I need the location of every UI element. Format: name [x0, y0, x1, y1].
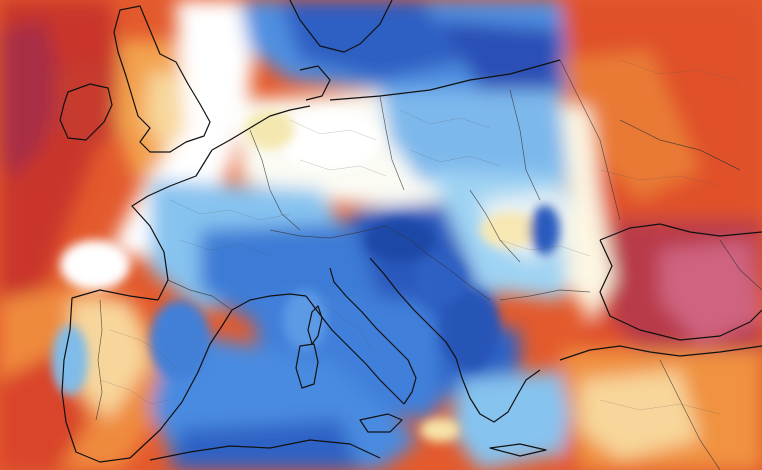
- regional-subdivisions: [99, 59, 741, 415]
- subdiv-italy-a: [319, 299, 373, 351]
- subdiv-germany-b: [299, 159, 387, 177]
- black-sea-north-coast: [599, 223, 762, 241]
- iberia-coast: [61, 289, 233, 463]
- border-caucasus: [719, 239, 762, 291]
- subdiv-ukraine-a: [599, 169, 721, 187]
- aegean-light-patch: [420, 418, 460, 442]
- crete-coast: [489, 443, 547, 457]
- black-sea-extreme-zone: [660, 240, 762, 345]
- border-balkans: [385, 225, 491, 301]
- adriatic-east-coast: [369, 257, 457, 359]
- baltic-very-cold-zone: [440, 20, 560, 90]
- subdiv-spain-b: [99, 379, 171, 405]
- scandinavia-very-cold-zone: [280, 0, 470, 80]
- subdiv-russia-a: [619, 59, 741, 83]
- border-spain-portugal: [95, 299, 103, 421]
- subdiv-poland-b: [409, 149, 501, 167]
- central-blue-bulge: [530, 205, 560, 255]
- subdiv-france-b: [179, 239, 271, 257]
- bay-of-biscay-neutral: [60, 240, 130, 290]
- atlantic-very-hot-zone: [0, 20, 65, 180]
- croatia-deep-cold: [365, 218, 435, 262]
- britain-coast: [113, 5, 211, 153]
- corsica-coast: [307, 305, 323, 345]
- north-africa-very-cold-zone: [170, 420, 360, 470]
- subdiv-france-a: [169, 199, 291, 221]
- border-belarus-russia: [559, 59, 621, 221]
- border-poland-ukraine: [509, 89, 541, 201]
- baltic-coast: [329, 59, 561, 101]
- carpathian-light: [480, 212, 540, 248]
- turkey-light-zone: [580, 370, 700, 460]
- ireland-coast: [59, 83, 113, 141]
- border-turkey-east: [659, 359, 721, 470]
- sicily-coast: [359, 413, 403, 433]
- subdiv-balkans-a: [439, 299, 491, 347]
- border-hungary-romania: [469, 189, 521, 263]
- scandinavia-coast: [289, 0, 393, 53]
- france-atlantic-coast: [131, 149, 213, 301]
- greece-coast: [455, 357, 541, 423]
- border-france-germany: [249, 129, 301, 231]
- north-sea-continental-coast: [211, 105, 311, 151]
- subdiv-poland-a: [399, 109, 491, 129]
- dinaric-cold: [415, 255, 465, 305]
- poland-cool-zone: [380, 90, 570, 200]
- benelux-light: [245, 110, 295, 150]
- black-sea-coast: [599, 239, 762, 341]
- border-germany-poland: [379, 95, 405, 191]
- adriatic-deep-cold: [440, 290, 500, 370]
- country-borders: [95, 59, 762, 470]
- sardinia-coast: [295, 343, 319, 389]
- border-romania-bulgaria: [499, 289, 591, 301]
- eastern-neutral-edge: [560, 100, 615, 320]
- detail-blobs: [52, 110, 560, 442]
- germany-cool: [280, 110, 380, 170]
- iberia-cool-patch: [52, 325, 88, 395]
- turkey-coast: [559, 345, 762, 361]
- subdiv-romania-a: [499, 239, 591, 257]
- ireland-warm-zone: [55, 60, 125, 150]
- coastlines: [59, 0, 762, 463]
- italy-west-coast: [305, 295, 405, 405]
- subdiv-germany-a: [289, 119, 377, 141]
- subdiv-turkey-a: [599, 399, 721, 415]
- border-ukraine-russia: [619, 119, 741, 171]
- north-africa-coast: [149, 439, 381, 461]
- aegean-cool-zone: [450, 370, 580, 470]
- subdiv-spain-a: [109, 329, 177, 369]
- border-alps: [269, 225, 387, 239]
- border-spain-france: [167, 279, 233, 311]
- denmark-coast: [299, 65, 331, 101]
- neutral-band-west: [110, 0, 260, 260]
- southern-france-cold: [150, 300, 210, 380]
- gulf-of-lion-coast: [231, 293, 307, 311]
- italy-east-coast: [329, 267, 417, 405]
- corsica-cold: [283, 290, 327, 350]
